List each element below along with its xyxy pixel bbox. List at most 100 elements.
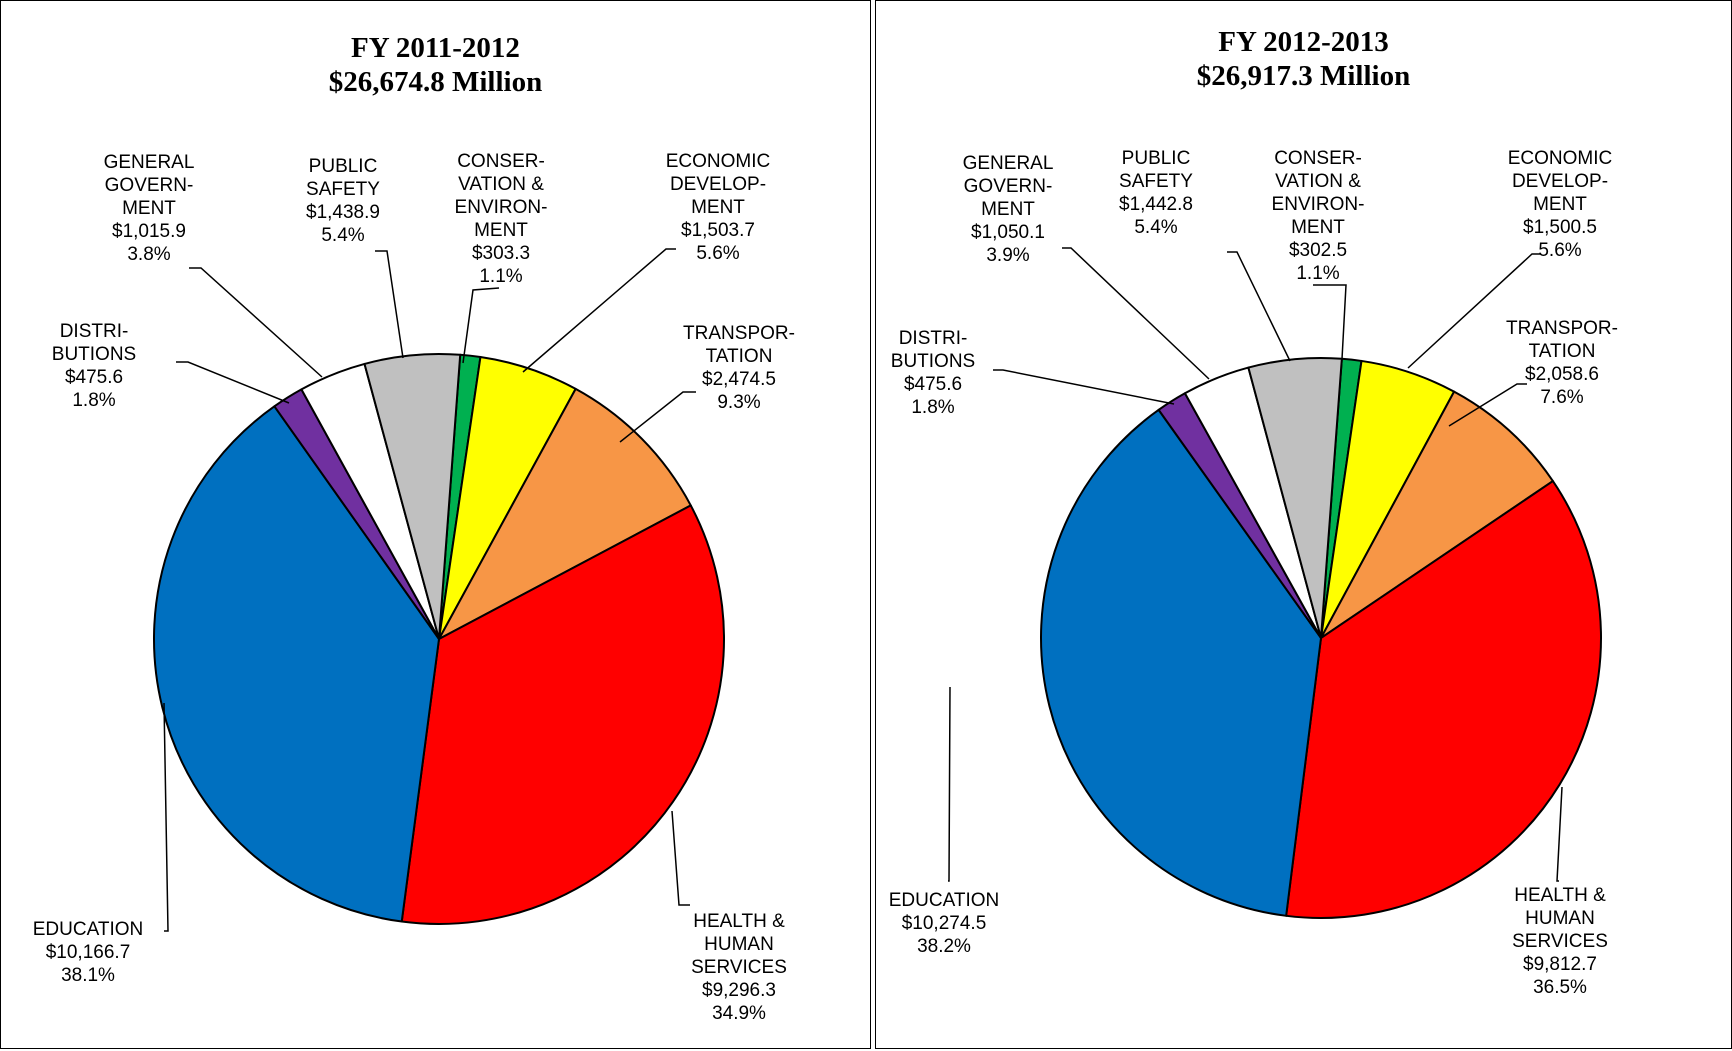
slice-label-line: ECONOMIC — [666, 151, 771, 172]
pie-slice-transpor-tation — [1320, 390, 1554, 639]
slice-label-line: CONSER- — [457, 151, 545, 172]
slice-labels: CONSER-VATION & ENVIRON-MENT $302.5 1.1% ECO… — [889, 148, 1618, 998]
slice-label-line: EDUCATION — [889, 890, 999, 911]
slice-label-line: $302.5 — [1289, 240, 1347, 261]
slice-label-line: $2,474.5 — [702, 369, 776, 390]
leader-line-education — [948, 686, 951, 882]
slice-label-line: 1.8% — [72, 390, 115, 411]
slice-label-line: MENT — [474, 220, 528, 241]
slice-label-transpor-tation: TRANSPOR-TATION $2,474.5 9.3% — [683, 323, 795, 413]
slice-label-line: BUTIONS — [891, 351, 975, 372]
slice-label-line: 5.6% — [1538, 240, 1581, 261]
slice-label-line: $1,500.5 — [1523, 217, 1597, 238]
slice-label-line: $9,812.7 — [1523, 954, 1597, 975]
chart-title-year: FY 2012-2013 — [1218, 26, 1389, 58]
chart-title-year: FY 2011-2012 — [351, 32, 520, 64]
slice-label-line: GOVERN- — [105, 175, 194, 196]
slice-labels: CONSER-VATION & ENVIRON-MENT $303.3 1.1% ECO… — [33, 151, 795, 1024]
slice-label-line: 1.1% — [1296, 263, 1339, 284]
slice-label-economic-develop-ment: ECONOMIC DEVELOP-MENT $1,500.5 5.6% — [1508, 148, 1613, 261]
leader-line-conser-vation-environ-ment — [1313, 284, 1347, 360]
leader-line-general-govern-ment — [189, 267, 323, 378]
slice-label-line: 5.6% — [696, 243, 739, 264]
slice-label-line: BUTIONS — [52, 344, 136, 365]
slice-label-line: 7.6% — [1540, 387, 1583, 408]
leader-line-transpor-tation — [1448, 383, 1527, 427]
slice-label-health-human-services: HEALTH & HUMAN SERVICES $9,812.7 36.5% — [1512, 885, 1608, 998]
slice-label-transpor-tation: TRANSPOR-TATION $2,058.6 7.6% — [1506, 318, 1618, 408]
slice-label-line: DEVELOP- — [670, 174, 766, 195]
slice-label-line: SAFETY — [306, 179, 380, 200]
chart-panel-fy-2012-2013: FY 2012-2013 $26,917.3 Million CONSER-VA… — [875, 0, 1732, 1049]
pie-chart-svg: CONSER-VATION & ENVIRON-MENT $303.3 1.1% ECO… — [33, 151, 795, 1024]
pie-slice-public-safety — [363, 353, 462, 640]
leader-line-health-human-services — [1556, 786, 1563, 882]
slice-label-line: GOVERN- — [964, 176, 1053, 197]
pie-slice-health-human-services — [400, 504, 726, 925]
slice-label-line: PUBLIC — [1122, 148, 1191, 169]
slice-label-line: $475.6 — [65, 367, 123, 388]
chart-title: FY 2011-2012 $26,674.8 Million — [1, 31, 870, 99]
slice-label-line: MENT — [1291, 217, 1345, 238]
slice-label-general-govern-ment: GENERAL GOVERN-MENT $1,015.9 3.8% — [104, 152, 195, 265]
slice-label-line: MENT — [122, 198, 176, 219]
chart-panel-fy-2011-2012: FY 2011-2012 $26,674.8 Million CONSER-VA… — [0, 0, 871, 1049]
slice-label-line: VATION & — [1275, 171, 1361, 192]
slice-label-line: $2,058.6 — [1525, 364, 1599, 385]
slice-label-line: DISTRI- — [899, 328, 968, 349]
slice-label-conser-vation-environ-ment: CONSER-VATION & ENVIRON-MENT $303.3 1.1% — [455, 151, 548, 287]
slice-label-line: 3.8% — [127, 244, 170, 265]
slice-label-line: 34.9% — [712, 1003, 766, 1024]
pie-chart-svg: CONSER-VATION & ENVIRON-MENT $302.5 1.1% ECO… — [889, 148, 1618, 998]
slice-label-line: $1,438.9 — [306, 202, 380, 223]
slice-label-line: CONSER- — [1274, 148, 1362, 169]
slice-label-line: HUMAN — [1525, 908, 1595, 929]
slice-label-conser-vation-environ-ment: CONSER-VATION & ENVIRON-MENT $302.5 1.1% — [1272, 148, 1365, 284]
pie-slice-transpor-tation — [438, 387, 692, 640]
slice-label-education: EDUCATION $10,166.7 38.1% — [33, 919, 143, 986]
slice-label-line: 5.4% — [1134, 217, 1177, 238]
slice-label-line: HUMAN — [704, 934, 774, 955]
slice-label-line: TATION — [706, 346, 773, 367]
slice-label-line: $10,274.5 — [902, 913, 987, 934]
chart-title-total: $26,674.8 Million — [328, 66, 543, 98]
leader-line-general-govern-ment — [1062, 247, 1210, 380]
slice-label-public-safety: PUBLIC SAFETY $1,438.9 5.4% — [306, 156, 380, 246]
pie-slice-education — [1040, 408, 1322, 917]
leader-line-health-human-services — [671, 810, 690, 906]
leader-line-public-safety — [1227, 251, 1291, 362]
slice-label-distri-butions: DISTRI-BUTIONS $475.6 1.8% — [52, 321, 136, 411]
leader-line-economic-develop-ment — [1407, 253, 1541, 369]
slice-label-line: 38.2% — [917, 936, 971, 957]
slice-label-economic-develop-ment: ECONOMIC DEVELOP-MENT $1,503.7 5.6% — [666, 151, 771, 264]
slice-label-line: 1.1% — [479, 266, 522, 287]
slice-label-line: VATION & — [458, 174, 544, 195]
slice-label-line: $475.6 — [904, 374, 962, 395]
slice-label-line: 36.5% — [1533, 977, 1587, 998]
pie-slices — [153, 353, 726, 925]
leader-line-transpor-tation — [619, 391, 696, 443]
slice-label-line: ECONOMIC — [1508, 148, 1613, 169]
slice-label-line: 5.4% — [321, 225, 364, 246]
slice-label-line: SERVICES — [1512, 931, 1608, 952]
pie-slice-health-human-services — [1285, 480, 1603, 919]
slice-label-education: EDUCATION $10,274.5 38.2% — [889, 890, 999, 957]
slice-label-line: TRANSPOR- — [683, 323, 795, 344]
slice-label-line: $1,442.8 — [1119, 194, 1193, 215]
leader-line-distri-butions — [176, 361, 290, 404]
slice-label-line: $303.3 — [472, 243, 530, 264]
slice-label-line: $9,296.3 — [702, 980, 776, 1001]
slice-label-line: 9.3% — [717, 392, 760, 413]
slice-label-line: DISTRI- — [60, 321, 129, 342]
slice-label-line: TATION — [1529, 341, 1596, 362]
slice-label-line: SERVICES — [691, 957, 787, 978]
slice-label-line: TRANSPOR- — [1506, 318, 1618, 339]
slice-label-line: SAFETY — [1119, 171, 1193, 192]
slice-label-line: GENERAL — [104, 152, 195, 173]
leader-line-education — [163, 702, 169, 932]
pie-slice-education — [153, 405, 440, 923]
chart-title: FY 2012-2013 $26,917.3 Million — [876, 25, 1731, 93]
chart-title-total: $26,917.3 Million — [1196, 60, 1411, 92]
slice-label-line: MENT — [1533, 194, 1587, 215]
slice-label-line: PUBLIC — [309, 156, 378, 177]
